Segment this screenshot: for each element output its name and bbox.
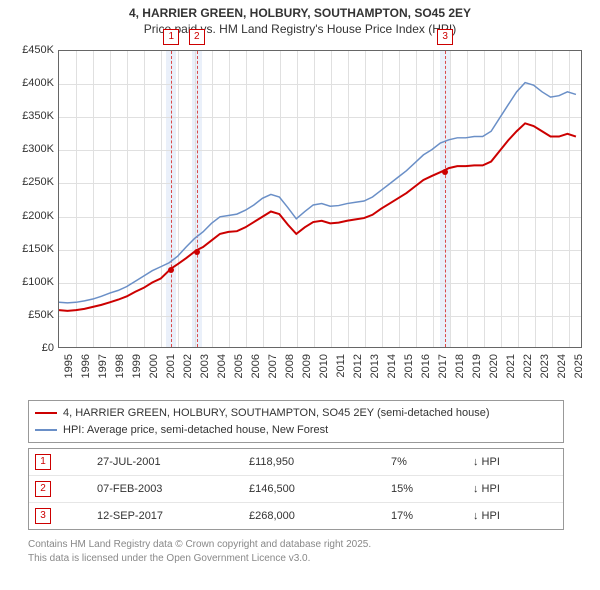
sales-price: £146,500 — [243, 483, 385, 495]
x-tick-label: 2017 — [437, 354, 449, 378]
y-tick-label: £150K — [10, 243, 54, 255]
sales-marker-box: 3 — [35, 508, 51, 524]
line-chart-svg — [59, 51, 581, 347]
chart-wrap: £0 £50K £100K £150K £200K £250K £300K £350K £400… — [10, 46, 588, 386]
legend-item: 4, HARRIER GREEN, HOLBURY, SOUTHAMPTON, … — [35, 405, 557, 422]
chart-title-line1: 4, HARRIER GREEN, HOLBURY, SOUTHAMPTON, … — [0, 6, 600, 22]
sales-date: 07-FEB-2003 — [91, 483, 243, 495]
x-tick-label: 2006 — [250, 354, 262, 378]
x-tick-label: 2024 — [556, 354, 568, 378]
legend-swatch — [35, 412, 57, 414]
legend-label: 4, HARRIER GREEN, HOLBURY, SOUTHAMPTON, … — [63, 405, 490, 422]
marker-box: 3 — [437, 29, 453, 45]
sales-date: 12-SEP-2017 — [91, 510, 243, 522]
y-tick-label: £0 — [10, 342, 54, 354]
sale-dot — [442, 169, 448, 175]
y-tick-label: £100K — [10, 276, 54, 288]
sales-delta: 15% — [385, 483, 467, 495]
x-tick-label: 1995 — [63, 354, 75, 378]
chart-title-line2: Price paid vs. HM Land Registry's House … — [0, 22, 600, 38]
plot-area: 123 — [58, 50, 582, 348]
y-tick-label: £350K — [10, 110, 54, 122]
x-tick-label: 1998 — [114, 354, 126, 378]
x-tick-label: 2007 — [267, 354, 279, 378]
y-tick-label: £300K — [10, 143, 54, 155]
sales-date: 27-JUL-2001 — [91, 456, 243, 468]
sales-table: 127-JUL-2001£118,9507%↓ HPI207-FEB-2003£… — [28, 448, 564, 530]
x-tick-label: 1999 — [131, 354, 143, 378]
x-tick-label: 2013 — [369, 354, 381, 378]
sales-arrow: ↓ HPI — [467, 510, 539, 522]
sales-delta: 7% — [385, 456, 467, 468]
x-tick-label: 2005 — [233, 354, 245, 378]
x-tick-label: 2016 — [420, 354, 432, 378]
footer-line1: Contains HM Land Registry data © Crown c… — [28, 538, 564, 552]
y-tick-label: £250K — [10, 176, 54, 188]
y-tick-label: £400K — [10, 77, 54, 89]
x-tick-label: 2021 — [505, 354, 517, 378]
y-tick-label: £450K — [10, 44, 54, 56]
series-hpi — [59, 83, 576, 303]
x-tick-label: 2010 — [318, 354, 330, 378]
x-tick-label: 2018 — [454, 354, 466, 378]
legend-item: HPI: Average price, semi-detached house,… — [35, 422, 557, 439]
legend: 4, HARRIER GREEN, HOLBURY, SOUTHAMPTON, … — [28, 400, 564, 443]
x-tick-label: 1996 — [80, 354, 92, 378]
sales-row: 2 07-FEB-2003£146,50015%↓ HPI — [29, 475, 563, 502]
x-tick-label: 2023 — [539, 354, 551, 378]
footer: Contains HM Land Registry data © Crown c… — [28, 538, 564, 565]
sale-dot — [168, 267, 174, 273]
x-tick-label: 2001 — [165, 354, 177, 378]
x-tick-label: 2012 — [352, 354, 364, 378]
x-tick-label: 2022 — [522, 354, 534, 378]
x-tick-label: 2002 — [182, 354, 194, 378]
x-tick-label: 2008 — [284, 354, 296, 378]
sales-price: £268,000 — [243, 510, 385, 522]
x-tick-label: 2025 — [573, 354, 585, 378]
x-tick-label: 2020 — [488, 354, 500, 378]
chart-title-block: 4, HARRIER GREEN, HOLBURY, SOUTHAMPTON, … — [0, 0, 600, 37]
x-tick-label: 2009 — [301, 354, 313, 378]
root: 4, HARRIER GREEN, HOLBURY, SOUTHAMPTON, … — [0, 0, 600, 590]
y-tick-label: £50K — [10, 309, 54, 321]
x-tick-label: 2014 — [386, 354, 398, 378]
x-tick-label: 2011 — [335, 354, 347, 378]
sales-marker-box: 2 — [35, 481, 51, 497]
y-tick-label: £200K — [10, 210, 54, 222]
x-tick-label: 2000 — [148, 354, 160, 378]
x-tick-label: 2015 — [403, 354, 415, 378]
sales-price: £118,950 — [243, 456, 385, 468]
sales-row: 3 12-SEP-2017£268,00017%↓ HPI — [29, 502, 563, 529]
footer-line2: This data is licensed under the Open Gov… — [28, 552, 564, 566]
sales-marker-box: 1 — [35, 454, 51, 470]
series-price — [59, 123, 576, 311]
sales-row: 1 27-JUL-2001£118,9507%↓ HPI — [29, 449, 563, 475]
marker-box: 2 — [189, 29, 205, 45]
x-tick-label: 2004 — [216, 354, 228, 378]
legend-label: HPI: Average price, semi-detached house,… — [63, 422, 328, 439]
sale-dot — [194, 249, 200, 255]
x-tick-label: 2019 — [471, 354, 483, 378]
sales-delta: 17% — [385, 510, 467, 522]
sales-arrow: ↓ HPI — [467, 483, 539, 495]
marker-box: 1 — [163, 29, 179, 45]
x-tick-label: 1997 — [97, 354, 109, 378]
legend-swatch — [35, 429, 57, 431]
x-tick-label: 2003 — [199, 354, 211, 378]
sales-arrow: ↓ HPI — [467, 456, 539, 468]
